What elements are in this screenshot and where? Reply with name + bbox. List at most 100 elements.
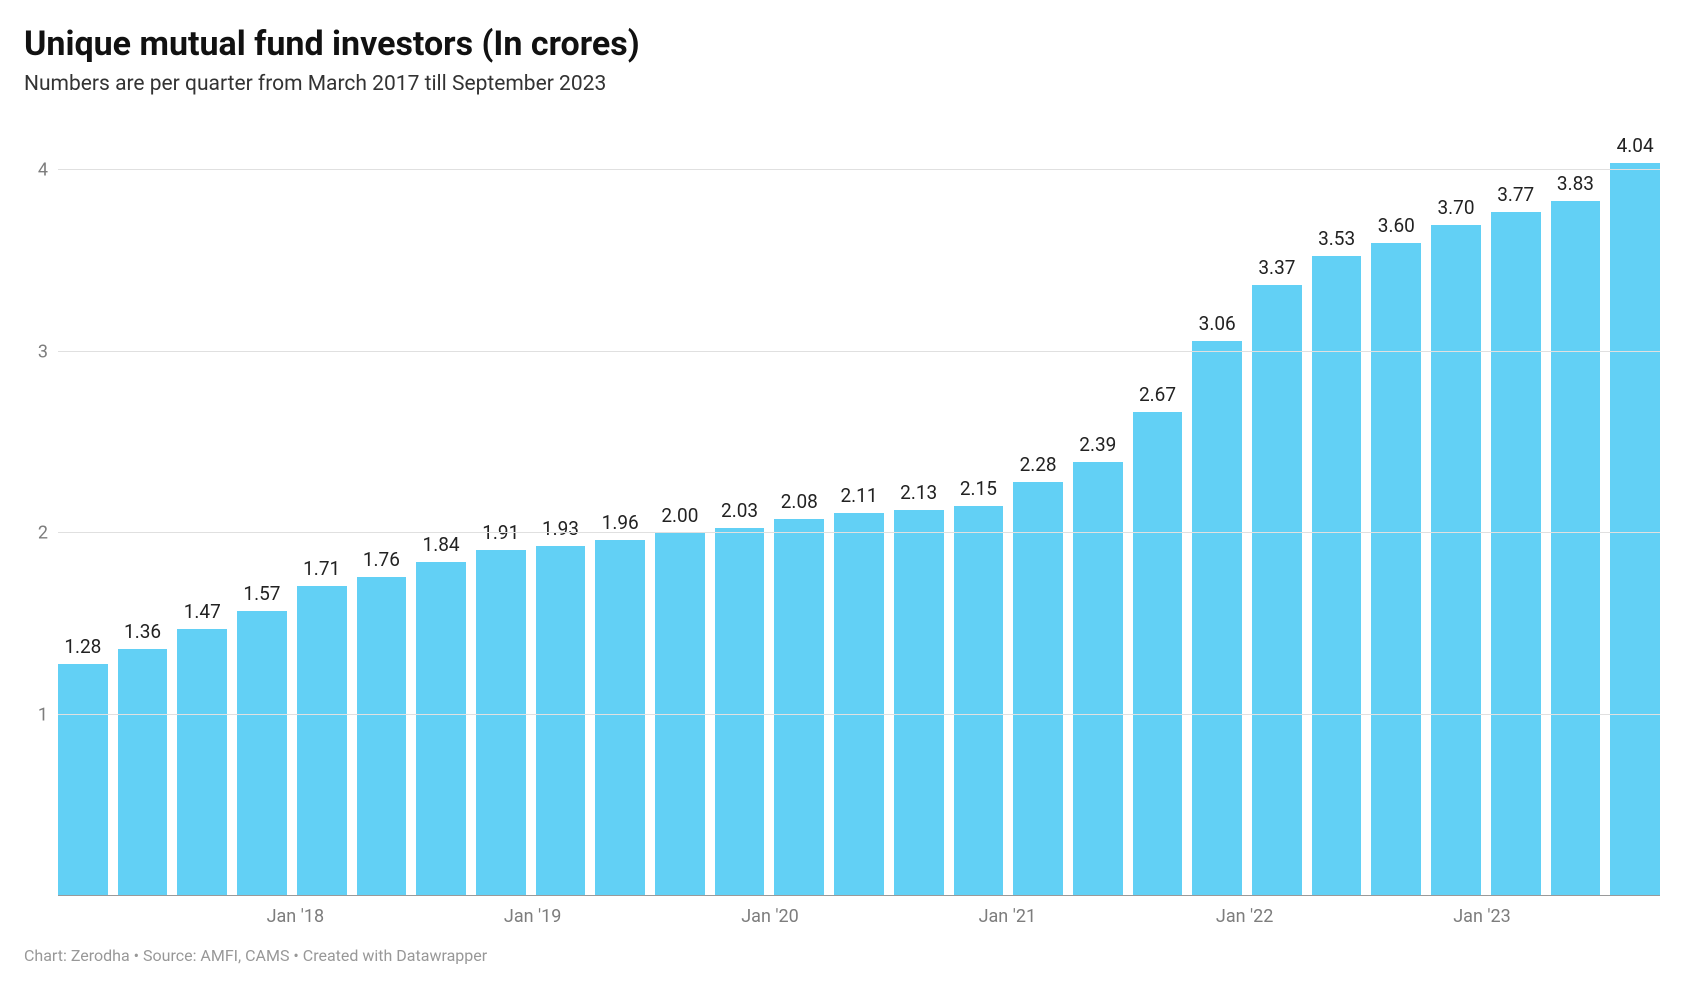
- gridline: [58, 169, 1660, 170]
- bar-value-label: 1.57: [243, 582, 280, 611]
- bar-column: 3.60: [1371, 116, 1421, 896]
- x-axis-label: Jan '23: [1453, 906, 1511, 927]
- gridline: [58, 532, 1660, 533]
- bar-column: 2.11: [834, 116, 884, 896]
- bar-column: 2.39: [1073, 116, 1123, 896]
- bar-value-label: 2.08: [781, 490, 818, 519]
- bar-value-label: 1.91: [482, 521, 519, 550]
- bar-value-label: 2.00: [661, 504, 698, 533]
- y-axis-label: 1: [24, 704, 48, 725]
- bar: 2.03: [715, 528, 765, 896]
- bar-value-label: 2.13: [900, 481, 937, 510]
- bar-column: 3.83: [1551, 116, 1601, 896]
- bar: 2.13: [894, 510, 944, 896]
- bar: 4.04: [1610, 163, 1660, 896]
- bar: 1.76: [357, 577, 407, 896]
- bar-value-label: 3.70: [1437, 196, 1474, 225]
- bars-group: 1.281.361.471.571.711.761.841.911.931.96…: [58, 116, 1660, 896]
- bar-value-label: 1.36: [124, 620, 161, 649]
- bar: 1.57: [237, 611, 287, 896]
- bar-value-label: 1.28: [64, 635, 101, 664]
- bar-column: 3.37: [1252, 116, 1302, 896]
- bar: 1.93: [536, 546, 586, 896]
- bar: 1.91: [476, 550, 526, 896]
- bar: 3.83: [1551, 201, 1601, 896]
- bar: 2.28: [1013, 482, 1063, 896]
- bar-column: 1.93: [536, 116, 586, 896]
- bar-value-label: 2.15: [960, 477, 997, 506]
- bar-column: 3.77: [1491, 116, 1541, 896]
- chart-footer: Chart: Zerodha • Source: AMFI, CAMS • Cr…: [24, 946, 1660, 965]
- bar-column: 2.08: [774, 116, 824, 896]
- bar-value-label: 3.53: [1318, 227, 1355, 256]
- x-axis-label: Jan '22: [1216, 906, 1274, 927]
- chart-area: 1.281.361.471.571.711.761.841.911.931.96…: [24, 116, 1660, 932]
- bar-column: 2.15: [954, 116, 1004, 896]
- bar-column: 3.06: [1192, 116, 1242, 896]
- bar-value-label: 1.84: [423, 533, 460, 562]
- gridline: [58, 714, 1660, 715]
- bar-value-label: 1.76: [363, 548, 400, 577]
- bar-value-label: 2.39: [1079, 433, 1116, 462]
- bar: 2.11: [834, 513, 884, 896]
- x-axis-label: Jan '20: [741, 906, 799, 927]
- bar-value-label: 2.03: [721, 499, 758, 528]
- bar: 1.36: [118, 649, 168, 896]
- bar: 1.28: [58, 664, 108, 896]
- bar: 3.60: [1371, 243, 1421, 896]
- bar-column: 2.28: [1013, 116, 1063, 896]
- x-axis-label: Jan '18: [267, 906, 325, 927]
- gridline: [58, 351, 1660, 352]
- bar-column: 1.91: [476, 116, 526, 896]
- bar-column: 3.53: [1312, 116, 1362, 896]
- bar-value-label: 3.77: [1497, 183, 1534, 212]
- bar-column: 1.47: [177, 116, 227, 896]
- bar-column: 1.36: [118, 116, 168, 896]
- chart-title: Unique mutual fund investors (In crores): [24, 24, 1660, 64]
- bar: 1.71: [297, 586, 347, 896]
- bar-column: 4.04: [1610, 116, 1660, 896]
- bar-value-label: 1.71: [303, 557, 340, 586]
- chart-subtitle: Numbers are per quarter from March 2017 …: [24, 72, 1660, 96]
- y-axis-label: 2: [24, 523, 48, 544]
- bar-column: 1.76: [357, 116, 407, 896]
- bar: 3.06: [1192, 341, 1242, 896]
- bar: 2.67: [1133, 412, 1183, 896]
- bar-value-label: 3.60: [1378, 214, 1415, 243]
- bar-value-label: 3.37: [1258, 256, 1295, 285]
- bar-column: 2.67: [1133, 116, 1183, 896]
- bar-column: 2.13: [894, 116, 944, 896]
- bar: 2.08: [774, 519, 824, 896]
- bar-value-label: 1.47: [184, 600, 221, 629]
- bar-column: 2.03: [715, 116, 765, 896]
- bar: 3.37: [1252, 285, 1302, 896]
- bar-value-label: 1.96: [602, 511, 639, 540]
- bar-value-label: 2.67: [1139, 383, 1176, 412]
- bar-column: 1.28: [58, 116, 108, 896]
- chart-container: Unique mutual fund investors (In crores)…: [0, 0, 1684, 992]
- bar: 2.39: [1073, 462, 1123, 896]
- bar-column: 1.57: [237, 116, 287, 896]
- bar-column: 1.71: [297, 116, 347, 896]
- plot-area: 1.281.361.471.571.711.761.841.911.931.96…: [58, 116, 1660, 896]
- bar-value-label: 3.83: [1557, 172, 1594, 201]
- bar-value-label: 2.28: [1020, 453, 1057, 482]
- bar: 1.47: [177, 629, 227, 896]
- bar: 3.70: [1431, 225, 1481, 896]
- bar: 1.96: [595, 540, 645, 896]
- bar-column: 2.00: [655, 116, 705, 896]
- bar: 1.84: [416, 562, 466, 896]
- bar-value-label: 4.04: [1617, 134, 1654, 163]
- bar: 2.00: [655, 533, 705, 896]
- bar-column: 1.96: [595, 116, 645, 896]
- bar-value-label: 3.06: [1199, 312, 1236, 341]
- x-axis-labels: Jan '18 Jan '19 Jan '20 Jan '21 Jan '22 Jan '…: [58, 896, 1660, 932]
- bar-column: 3.70: [1431, 116, 1481, 896]
- y-axis-label: 3: [24, 341, 48, 362]
- bar: 2.15: [954, 506, 1004, 896]
- x-axis-label: Jan '19: [504, 906, 562, 927]
- bar: 3.77: [1491, 212, 1541, 896]
- y-axis-label: 4: [24, 160, 48, 181]
- x-axis-label: Jan '21: [979, 906, 1037, 927]
- bar-column: 1.84: [416, 116, 466, 896]
